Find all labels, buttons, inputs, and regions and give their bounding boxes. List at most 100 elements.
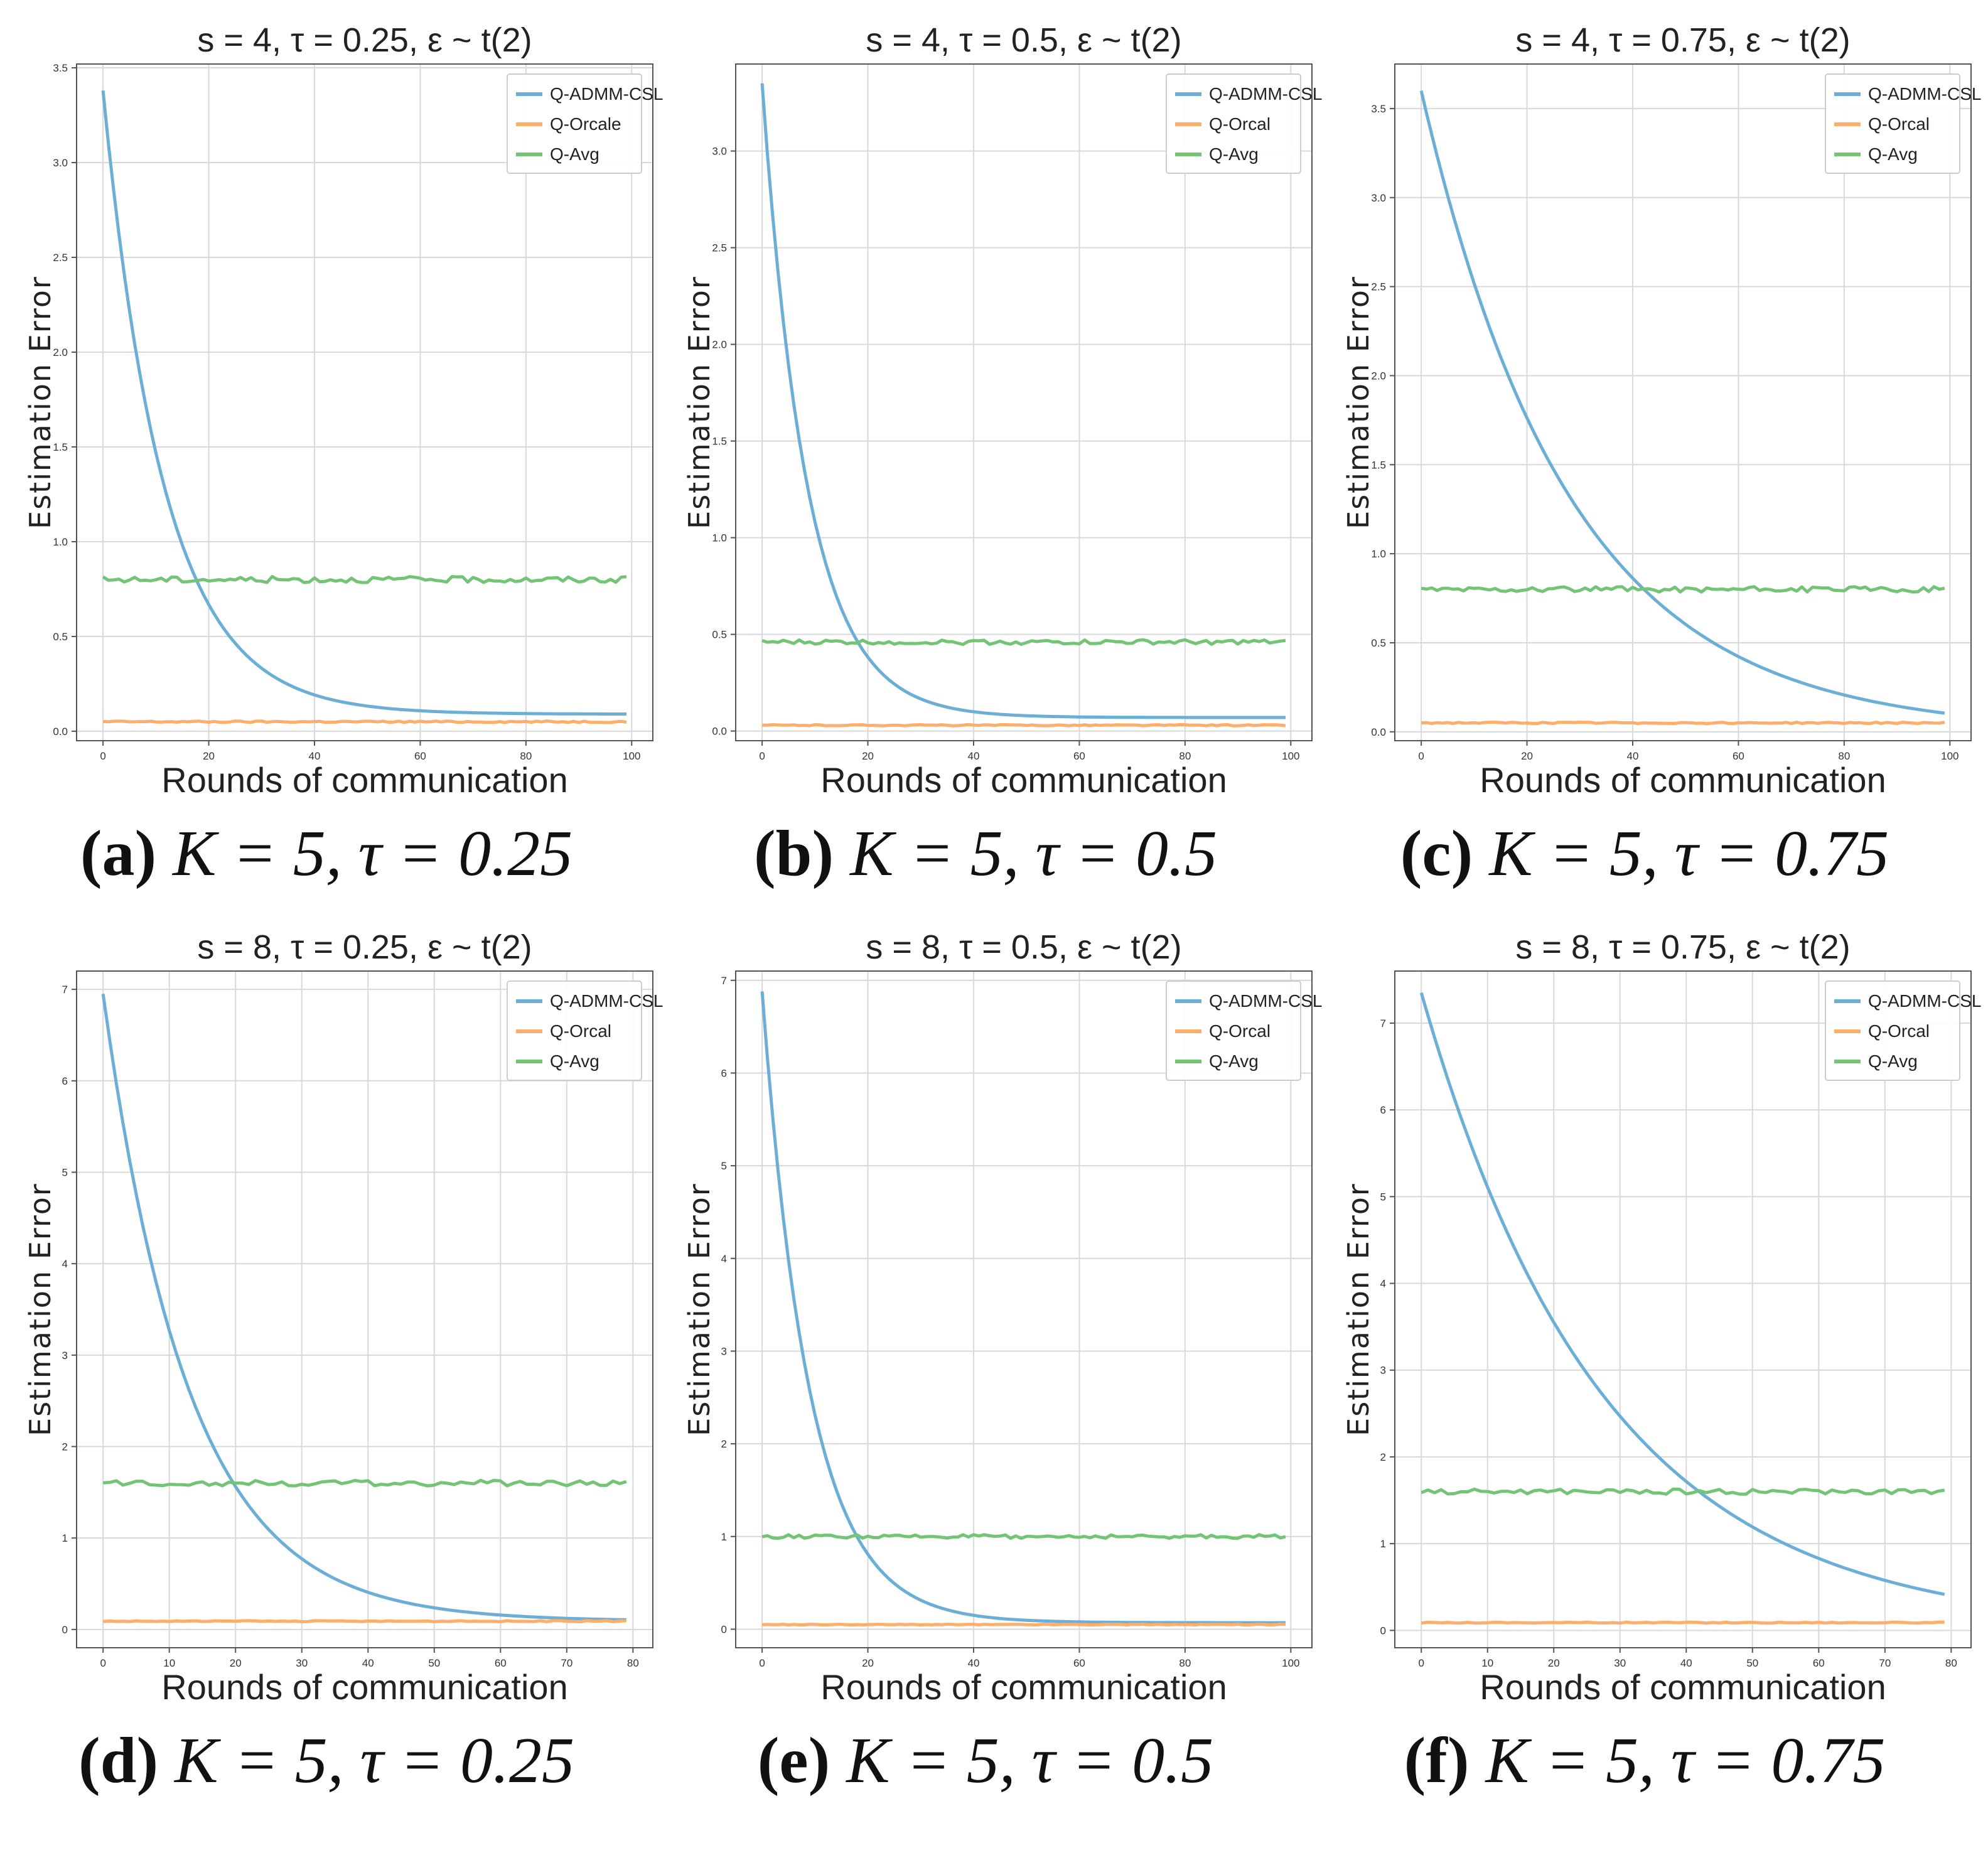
legend: Q-ADMM-CSL Q-Orcal Q-Avg	[507, 980, 663, 1081]
legend: Q-ADMM-CSL Q-Orcal Q-Avg	[1166, 73, 1322, 174]
panel-c: 0 20 40 60 80 100 0.0 0.5 1.0 1.5 2.0 2.5 3.0 3.5 s =…	[1318, 0, 1981, 904]
x-axis-label: Rounds of communication	[1480, 760, 1886, 800]
x-tick-label: 60	[414, 750, 426, 762]
chart-c: 0 20 40 60 80 100 0.0 0.5 1.0 1.5 2.0 2.5 3.0 3.5 s =…	[1341, 21, 1981, 800]
legend-label-q-admm-csl: Q-ADMM-CSL	[550, 991, 663, 1011]
x-tick-label: 100	[1941, 750, 1958, 762]
series-q-admm-csl	[1419, 992, 1945, 1596]
x-tick-label: 40	[362, 1657, 374, 1669]
caption-label: (d)	[78, 1724, 159, 1797]
plot-frame	[735, 970, 1313, 1648]
y-tick-label: 0	[1380, 1625, 1386, 1636]
legend-label-q-admm-csl: Q-ADMM-CSL	[550, 84, 663, 104]
caption: (c) K = 5, τ = 0.75	[1318, 816, 1971, 891]
y-axis-label: Estimation Error	[23, 276, 57, 529]
y-tick-label: 1.5	[1371, 459, 1386, 471]
plot-frame	[1394, 970, 1972, 1648]
x-tick-label: 60	[1733, 750, 1744, 762]
series-q-oracle	[103, 1619, 626, 1624]
y-tick-label: 1	[1380, 1538, 1386, 1550]
y-tick-label: 6	[721, 1067, 727, 1079]
caption: (e) K = 5, τ = 0.5	[659, 1723, 1312, 1798]
caption-label: (a)	[80, 817, 157, 889]
x-tick-label: 100	[623, 750, 640, 762]
plot-title: s = 8, τ = 0.25, ε ~ t(2)	[197, 928, 532, 966]
x-axis-label: Rounds of communication	[161, 1667, 567, 1707]
y-tick-label: 0.0	[712, 726, 727, 738]
plot-frame	[76, 970, 653, 1648]
y-tick-label: 4	[62, 1258, 68, 1270]
x-tick-label: 40	[1627, 750, 1639, 762]
y-tick-label: 2.5	[712, 242, 727, 254]
legend: Q-ADMM-CSL Q-Orcale Q-Avg	[507, 73, 663, 174]
legend-label-q-oracle: Q-Orcal	[1209, 114, 1271, 134]
series-q-oracle	[102, 719, 627, 724]
panel-d: 0 10 20 30 40 50 60 70 80 0 1 2 3 4 5 6 7 s = 8, τ = 0.2…	[0, 907, 663, 1811]
legend-label-q-oracle: Q-Orcal	[1209, 1021, 1271, 1041]
legend-box	[1166, 980, 1301, 1081]
y-tick-label: 5	[62, 1166, 68, 1178]
x-tick-label: 50	[428, 1657, 440, 1669]
panel-e: 0 20 40 60 80 100 0 1 2 3 4 5 6 7 s = 8, τ = 0.5, ε ~…	[659, 907, 1322, 1811]
legend-label-q-avg: Q-Avg	[1209, 1051, 1259, 1071]
y-tick-label: 3.0	[712, 146, 727, 158]
x-tick-label: 0	[1418, 1657, 1424, 1669]
legend-label-q-admm-csl: Q-ADMM-CSL	[1868, 991, 1981, 1011]
plot-frame	[735, 63, 1313, 741]
series-q-oracle	[1421, 721, 1945, 726]
x-tick-label: 20	[862, 750, 874, 762]
series-q-oracle	[1421, 1620, 1945, 1625]
legend-label-q-admm-csl: Q-ADMM-CSL	[1209, 84, 1322, 104]
caption-math: K = 5, τ = 0.5	[850, 817, 1218, 889]
y-tick-label: 1.0	[1371, 548, 1386, 560]
x-tick-label: 20	[1548, 1657, 1560, 1669]
caption: (a) K = 5, τ = 0.25	[0, 816, 653, 891]
legend-label-q-oracle: Q-Orcal	[1868, 114, 1930, 134]
y-tick-label: 1	[721, 1531, 727, 1543]
y-tick-label: 2.0	[712, 339, 727, 351]
legend: Q-ADMM-CSL Q-Orcal Q-Avg	[1166, 980, 1322, 1081]
x-tick-label: 80	[627, 1657, 639, 1669]
y-tick-label: 0.0	[1371, 726, 1386, 738]
series-q-avg	[1421, 585, 1945, 594]
y-tick-label: 7	[1380, 1018, 1386, 1029]
y-tick-label: 0.5	[1371, 637, 1386, 649]
panel-f: 0 10 20 30 40 50 60 70 80 0 1 2 3 4 5 6 7 s = 8, τ = 0.7…	[1318, 907, 1981, 1811]
y-tick-label: 0.0	[53, 726, 68, 738]
legend-label-q-oracle: Q-Orcal	[1868, 1021, 1930, 1041]
caption-label: (f)	[1404, 1724, 1470, 1797]
y-tick-label: 0.5	[53, 631, 68, 643]
x-tick-label: 70	[561, 1657, 572, 1669]
y-axis-label: Estimation Error	[1341, 1183, 1375, 1436]
legend-label-q-admm-csl: Q-ADMM-CSL	[1209, 991, 1322, 1011]
x-tick-label: 0	[100, 1657, 105, 1669]
caption-label: (b)	[753, 817, 834, 889]
caption: (b) K = 5, τ = 0.5	[659, 816, 1312, 891]
x-tick-label: 80	[1945, 1657, 1957, 1669]
y-axis-label: Estimation Error	[682, 1183, 716, 1436]
x-tick-label: 20	[1521, 750, 1533, 762]
x-tick-label: 60	[495, 1657, 507, 1669]
x-tick-label: 60	[1073, 1657, 1085, 1669]
plot-title: s = 8, τ = 0.5, ε ~ t(2)	[866, 928, 1181, 966]
x-axis-label: Rounds of communication	[1480, 1667, 1886, 1707]
legend-label-q-oracle: Q-Orcal	[550, 1021, 611, 1041]
legend-box	[1166, 73, 1301, 174]
panel-a: 0 20 40 60 80 100 0.0 0.5 1.0 1.5 2.0 2.5 3.0 3.5 s =…	[0, 0, 663, 904]
y-tick-label: 2	[62, 1441, 68, 1453]
y-tick-label: 5	[1380, 1191, 1386, 1203]
x-tick-label: 60	[1813, 1657, 1825, 1669]
y-tick-label: 4	[1380, 1278, 1386, 1290]
y-tick-label: 2.5	[53, 252, 68, 264]
y-tick-label: 7	[721, 975, 727, 987]
x-tick-label: 80	[1838, 750, 1850, 762]
caption: (f) K = 5, τ = 0.75	[1318, 1723, 1971, 1798]
series-q-oracle	[762, 722, 1286, 728]
x-tick-label: 20	[862, 1657, 874, 1669]
panel-b: 0 20 40 60 80 100 0.0 0.5 1.0 1.5 2.0 2.5 3.0 s = 4,…	[659, 0, 1322, 904]
y-tick-label: 0.5	[712, 629, 727, 641]
chart-f: 0 10 20 30 40 50 60 70 80 0 1 2 3 4 5 6 7 s = 8, τ = 0.7…	[1341, 928, 1981, 1707]
x-tick-label: 100	[1282, 750, 1299, 762]
y-tick-label: 1	[62, 1532, 68, 1544]
y-tick-label: 6	[1380, 1104, 1386, 1116]
